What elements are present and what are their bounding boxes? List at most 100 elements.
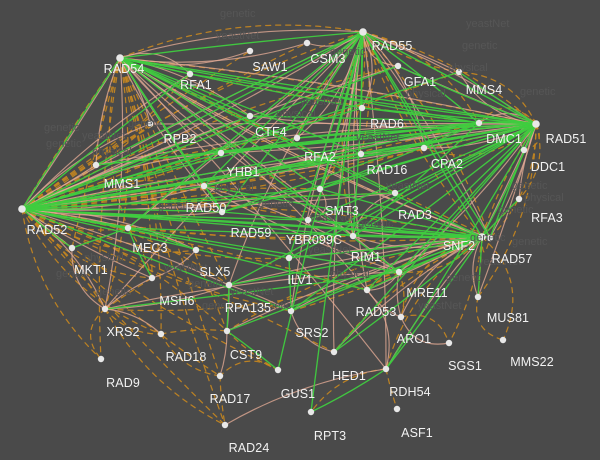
edge-genetic	[21, 208, 309, 221]
edge-genetic	[362, 31, 537, 125]
graph-node[interactable]	[478, 233, 486, 241]
graph-node[interactable]	[124, 224, 132, 232]
edge-genetic	[21, 208, 223, 213]
graph-node[interactable]	[293, 134, 301, 142]
graph-node[interactable]	[216, 372, 224, 380]
edge-genetic	[203, 31, 364, 187]
edge-genetic	[307, 123, 537, 221]
edge-yeastnet	[119, 57, 480, 124]
graph-node[interactable]	[221, 421, 229, 429]
graph-node[interactable]	[420, 144, 428, 152]
graph-node[interactable]	[395, 268, 403, 276]
graph-node[interactable]	[101, 305, 109, 313]
graph-node[interactable]	[287, 307, 295, 315]
graph-node[interactable]	[391, 189, 399, 197]
graph-node[interactable]	[192, 246, 200, 254]
edge-physical	[362, 31, 460, 73]
edge-physical	[21, 208, 153, 279]
edge-genetic	[352, 122, 480, 237]
edge-genetic	[362, 31, 480, 124]
graph-node[interactable]	[394, 62, 402, 70]
edge-physical	[290, 31, 364, 312]
graph-node[interactable]	[397, 313, 405, 321]
graph-node[interactable]	[285, 254, 293, 262]
edge-genetic	[333, 123, 537, 353]
graph-node[interactable]	[455, 68, 463, 76]
edge-yeastnet	[518, 123, 541, 200]
graph-node[interactable]	[200, 182, 208, 190]
edge-genetic	[481, 198, 520, 238]
edge-physical	[477, 123, 537, 298]
edge-yeastnet	[21, 208, 335, 353]
edge-yeastnet	[104, 57, 129, 310]
graph-node[interactable]	[382, 365, 390, 373]
edge-genetic	[319, 123, 537, 190]
graph-node[interactable]	[307, 408, 315, 416]
graph-node[interactable]	[225, 281, 233, 289]
edge-physical	[71, 247, 106, 310]
edge-genetic	[21, 31, 364, 210]
edge-physical	[366, 289, 402, 318]
edge-physical	[104, 271, 400, 310]
edge-yeastnet	[71, 57, 121, 249]
graph-node[interactable]	[146, 120, 154, 128]
graph-node[interactable]	[186, 70, 194, 78]
edge-yeastnet	[104, 308, 162, 335]
graph-node[interactable]	[486, 234, 494, 242]
edge-genetic	[352, 31, 364, 237]
graph-node[interactable]	[246, 47, 254, 55]
graph-node[interactable]	[223, 327, 231, 335]
edge-yeastnet	[119, 57, 153, 279]
graph-node[interactable]	[499, 336, 507, 344]
edge-physical	[220, 123, 537, 154]
graph-node[interactable]	[304, 216, 312, 224]
graph-node[interactable]	[349, 232, 357, 240]
graph-node[interactable]	[330, 348, 338, 356]
graph-node[interactable]	[515, 195, 523, 203]
edge-genetic	[361, 107, 480, 124]
edge-physical	[290, 310, 335, 353]
graph-node[interactable]	[393, 405, 401, 413]
graph-node[interactable]	[475, 119, 483, 127]
graph-node[interactable]	[274, 366, 282, 374]
edge-yeastnet	[119, 24, 364, 59]
graph-node[interactable]	[18, 205, 26, 213]
graph-node[interactable]	[217, 149, 225, 157]
edge-yeastnet	[21, 208, 279, 371]
edge-yeastnet	[362, 31, 537, 125]
edge-yeastnet	[21, 208, 221, 377]
edge-yeastnet	[119, 57, 230, 286]
graph-node[interactable]	[97, 355, 105, 363]
graph-node[interactable]	[303, 39, 311, 47]
edge-physical	[228, 236, 483, 286]
edge-genetic	[119, 57, 483, 238]
edge-genetic	[119, 57, 480, 124]
graph-node[interactable]	[157, 330, 165, 338]
graph-node[interactable]	[532, 120, 540, 128]
graph-node[interactable]	[357, 150, 365, 158]
graph-node[interactable]	[92, 161, 100, 169]
edge-genetic	[221, 31, 364, 213]
edge-yeastnet	[104, 308, 226, 426]
graph-node[interactable]	[474, 293, 482, 301]
graph-node[interactable]	[358, 104, 366, 112]
edge-genetic	[477, 236, 483, 298]
graph-node[interactable]	[246, 112, 254, 120]
edge-genetic	[458, 71, 537, 125]
edge-yeastnet	[119, 57, 226, 426]
graph-node[interactable]	[116, 54, 124, 62]
graph-node[interactable]	[68, 244, 76, 252]
graph-node[interactable]	[363, 286, 371, 294]
graph-node[interactable]	[445, 339, 453, 347]
graph-node[interactable]	[218, 208, 226, 216]
edge-genetic	[119, 57, 363, 109]
graph-node[interactable]	[520, 146, 528, 154]
edge-genetic	[119, 57, 396, 194]
edge-physical	[203, 185, 400, 273]
graph-node[interactable]	[148, 274, 156, 282]
graph-node[interactable]	[316, 185, 324, 193]
graph-node[interactable]	[359, 28, 367, 36]
edge-yeastnet	[385, 236, 483, 370]
edge-genetic	[95, 31, 364, 166]
